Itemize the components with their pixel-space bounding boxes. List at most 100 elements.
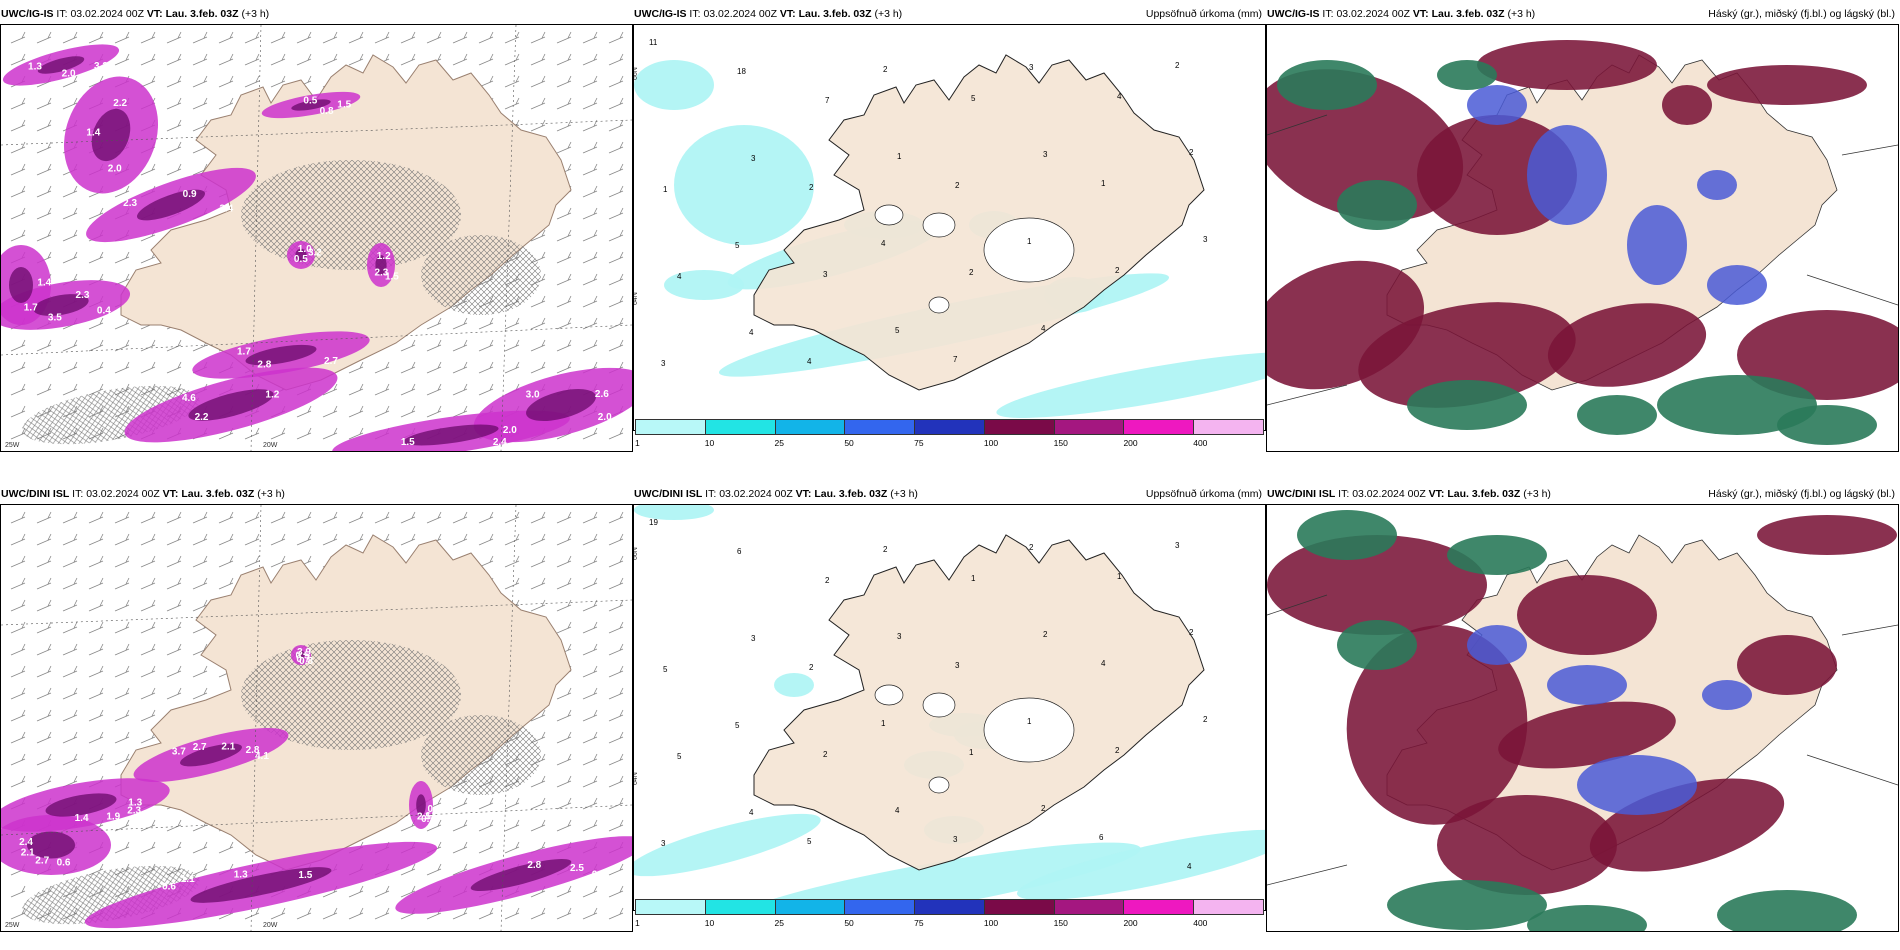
precip-value-label: 5 [677, 752, 682, 761]
precip-value-label: 5 [895, 326, 900, 335]
panel-dini-clouds: UWC/DINI ISL IT: 03.02.2024 00Z VT: Lau.… [1266, 484, 1899, 947]
high-cloud [1737, 635, 1837, 695]
colorbar-tick-label: 25 [774, 918, 785, 928]
precip-value-label: 0.6 [57, 857, 71, 868]
panel-title: Uppsöfnuð úrkoma (mm) [1145, 8, 1262, 20]
precip-value-label: 19 [649, 518, 658, 527]
precip-core [9, 267, 33, 303]
precip-value-label: 1.7 [237, 346, 251, 357]
precip-shading [1, 645, 632, 929]
precip-value-label: 6 [1099, 833, 1104, 842]
precip-value-label: 1 [897, 152, 902, 161]
mid-cloud [1527, 125, 1607, 225]
precip-value-label: 1.3 [128, 797, 142, 808]
colorbar-tick-label: 100 [983, 918, 999, 928]
precip-value-label: 2 [883, 65, 888, 74]
precip-core [291, 99, 331, 111]
colorbar-tick-label: 75 [914, 918, 924, 928]
high-cloud [1737, 310, 1898, 400]
colorbar-swatch [1193, 899, 1264, 915]
precip-value-label: 1.0 [425, 811, 439, 822]
precip-value-label: 7 [953, 355, 958, 364]
precip-value-label: 0.8 [320, 106, 334, 117]
precip-value-label: 2.1 [221, 741, 235, 752]
precip-value-label: 3 [1029, 63, 1034, 72]
colorbar-tick-label: 400 [1193, 918, 1208, 928]
precip-value-label: 7 [825, 96, 830, 105]
precip-value-label: 3 [751, 154, 756, 163]
precip-value-label: 3 [1203, 235, 1208, 244]
mid-cloud [1707, 265, 1767, 305]
colorbar-swatch [1053, 899, 1125, 915]
value-labels: 4.11.42.41.51.02.53.92.81.92.11.3 0.80.70… [19, 647, 606, 892]
precip-value-label: 1 [1101, 179, 1106, 188]
precip-value-label: 2 [1029, 543, 1034, 552]
precip-value-label: 2 [883, 545, 888, 554]
precip-value-label: 2 [1189, 148, 1194, 157]
value-labels: 3.2 2.0 2.3 2.3 2.7 2.2 3.0 2.0 1.5 0.5 0.5 1.4 2.0 1… [24, 61, 612, 448]
mid-cloud [1697, 170, 1737, 200]
high-cloud [1477, 40, 1657, 90]
axis-label: 66N [634, 67, 639, 80]
precip-core [470, 858, 572, 892]
region-borders [1267, 594, 1898, 886]
precip-value-label: 0.5 [294, 254, 308, 265]
colorbar: 1 10 25 50 75 100 150 200 400 [633, 897, 1266, 929]
precip-value-label: 4 [881, 239, 886, 248]
colorbar-swatch [844, 419, 916, 435]
precip-value-label: 1.5 [385, 271, 399, 282]
snow-area [421, 235, 541, 315]
precip-value-label: 1.9 [106, 811, 120, 822]
precip-value-label: 2.0 [62, 69, 76, 80]
colorbar-tick-label: 100 [983, 438, 999, 448]
mid-cloud [1467, 625, 1527, 665]
panel-igis-clouds: UWC/IG-IS IT: 03.02.2024 00Z VT: Lau. 3.… [1266, 4, 1899, 467]
precip-core [33, 294, 89, 316]
colorbar-swatch [914, 419, 985, 435]
low-cloud [1337, 180, 1417, 230]
precip-core [416, 794, 426, 816]
accum-area [774, 673, 814, 697]
panel-header: UWC/DINI ISL IT: 03.02.2024 00Z VT: Lau.… [1, 488, 285, 500]
panel-title: Háský (gr.), miðský (fj.bl.) og lágský (… [1708, 8, 1895, 20]
precip-value-label: 3 [1043, 150, 1048, 159]
precip-value-label: 2.0 [598, 412, 612, 423]
precip-value-label: 1.4 [75, 813, 89, 824]
precip-value-label: 5 [807, 837, 812, 846]
cloud-layers [1267, 510, 1897, 931]
precip-value-label: 1.2 [265, 390, 279, 401]
cloud-cover-map [1266, 24, 1899, 452]
precip-value-label: 1 [1027, 717, 1032, 726]
precip-value-label: 0.6 [162, 881, 176, 892]
colorbar-swatch [1053, 419, 1125, 435]
glaciers [874, 684, 1075, 794]
panel-title: Háský (gr.), miðský (fj.bl.) og lágský (… [1708, 488, 1895, 500]
snow-area [421, 715, 541, 795]
accum-precip-map: 1962212135323324255211122345432649666N64… [633, 504, 1266, 911]
precip-value-label: 1.4 [86, 127, 100, 138]
precip-value-label: 4 [677, 272, 682, 281]
precip-value-label: 1.2 [377, 251, 391, 262]
precip-value-label: 2 [809, 663, 814, 672]
snow-hatching [22, 640, 541, 925]
axis-label: 20W [263, 922, 278, 929]
high-cloud [1498, 701, 1676, 769]
precip-value-label: 11 [649, 38, 658, 47]
precip-value-label: 1.5 [401, 437, 415, 448]
precip-value-label: 0.5 [296, 650, 310, 661]
low-cloud [1407, 380, 1527, 430]
high-cloud [1517, 575, 1657, 655]
precip-value-label: 2 [1203, 715, 1208, 724]
precip-core [526, 388, 596, 422]
panel-igis-precip-rate: UWC/IG-IS IT: 03.02.2024 00Z VT: Lau. 3.… [0, 4, 633, 467]
precip-core [190, 867, 332, 903]
colorbar-tick-label: 75 [914, 438, 924, 448]
colorbar-tick-label: 1 [635, 438, 640, 448]
precip-value-label: 4 [895, 806, 900, 815]
precip-value-label: 2 [1175, 61, 1180, 70]
axis-label: 64N [634, 292, 639, 305]
panel-header: UWC/IG-IS IT: 03.02.2024 00Z VT: Lau. 3.… [1, 8, 270, 20]
high-cloud [1346, 625, 1528, 825]
precip-value-label: 2.7 [193, 742, 207, 753]
high-cloud [1707, 65, 1867, 105]
